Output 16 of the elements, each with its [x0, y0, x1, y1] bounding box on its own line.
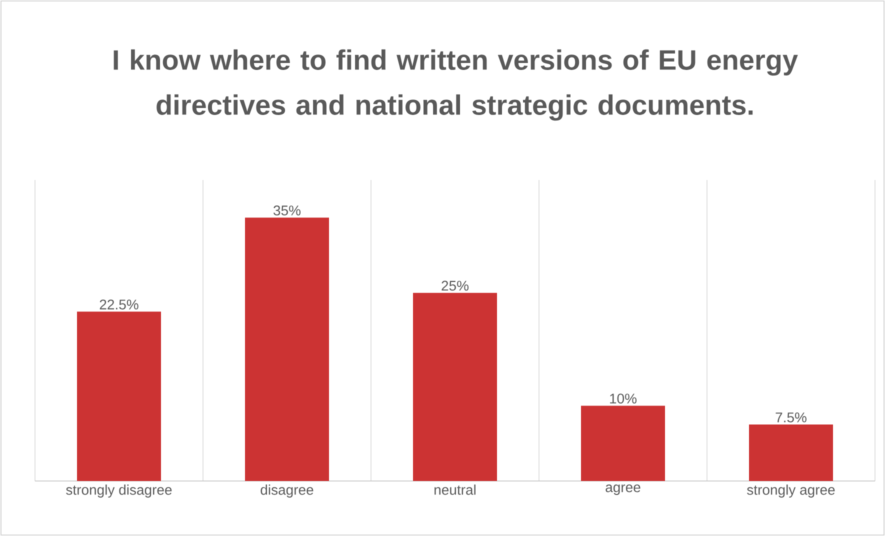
bar: [245, 218, 330, 481]
data-label: 25%: [442, 280, 469, 291]
x-tick-label: disagree: [260, 484, 314, 498]
x-tick-label: strongly agree: [747, 484, 835, 498]
data-label: 10%: [610, 394, 637, 404]
data-label: 35%: [274, 206, 301, 216]
x-tick-label: strongly disagree: [66, 484, 172, 498]
bar: [749, 424, 834, 481]
chart-title: I know where to find written versions of EU energy directives and national strategic documents.: [114, 49, 798, 121]
bar: [77, 312, 162, 481]
bar: [581, 406, 666, 481]
data-label: 22.5%: [100, 300, 138, 310]
bar: [413, 292, 498, 481]
data-label: 7.5%: [776, 412, 806, 422]
x-tick-label: neutral: [434, 484, 476, 495]
x-tick-label: agree: [606, 484, 640, 495]
